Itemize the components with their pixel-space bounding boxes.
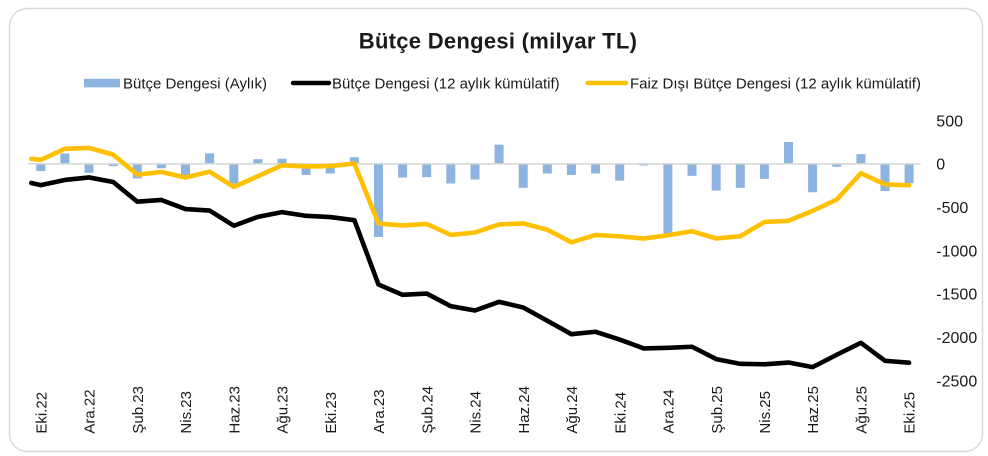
- svg-text:Nis.23: Nis.23: [178, 391, 195, 434]
- svg-text:-1500: -1500: [936, 287, 977, 304]
- svg-text:Eki.22: Eki.22: [33, 392, 50, 434]
- svg-text:Şub.23: Şub.23: [130, 386, 147, 434]
- svg-text:-2500: -2500: [936, 373, 977, 390]
- svg-text:Haz.25: Haz.25: [805, 386, 822, 434]
- svg-text:Şub.25: Şub.25: [709, 386, 726, 434]
- svg-text:Bütçe Dengesi (Aylık): Bütçe Dengesi (Aylık): [123, 75, 267, 92]
- svg-text:Ara.22: Ara.22: [82, 389, 99, 433]
- svg-text:500: 500: [936, 113, 963, 130]
- svg-text:Bütçe Dengesi (12 aylık kümüla: Bütçe Dengesi (12 aylık kümülatif): [332, 75, 560, 92]
- svg-text:Nis.25: Nis.25: [757, 391, 774, 434]
- svg-text:Haz.23: Haz.23: [226, 386, 243, 434]
- svg-text:Eki.24: Eki.24: [612, 392, 629, 434]
- svg-text:Eki.23: Eki.23: [323, 392, 340, 434]
- svg-text:Ara.24: Ara.24: [661, 389, 678, 433]
- svg-text:0: 0: [936, 157, 945, 174]
- svg-text:Şub.24: Şub.24: [419, 386, 436, 434]
- svg-text:-2000: -2000: [936, 330, 977, 347]
- svg-text:-500: -500: [936, 200, 968, 217]
- svg-text:Eki.25: Eki.25: [902, 392, 919, 434]
- svg-text:-1000: -1000: [936, 243, 977, 260]
- svg-text:Ara.23: Ara.23: [371, 389, 388, 433]
- svg-text:Nis.24: Nis.24: [468, 391, 485, 434]
- svg-text:Ağu.23: Ağu.23: [275, 386, 292, 434]
- svg-text:Ağu.25: Ağu.25: [854, 386, 871, 434]
- svg-text:Haz.24: Haz.24: [516, 386, 533, 434]
- svg-text:Faiz Dışı Bütçe Dengesi (12 ay: Faiz Dışı Bütçe Dengesi (12 aylık kümüla…: [630, 75, 921, 92]
- svg-text:Ağu.24: Ağu.24: [564, 386, 581, 434]
- svg-text:Bütçe Dengesi (milyar TL): Bütçe Dengesi (milyar TL): [359, 29, 637, 54]
